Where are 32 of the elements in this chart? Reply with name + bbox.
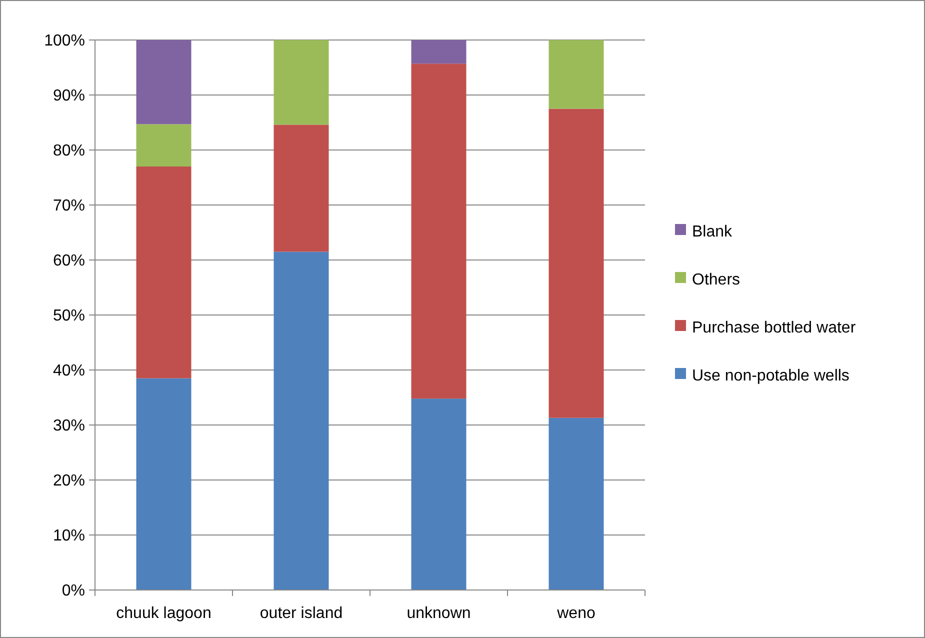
legend-label: Blank — [692, 224, 734, 241]
bar — [274, 252, 329, 590]
y-tick-label: 50% — [52, 308, 85, 325]
y-tick-label: 80% — [52, 142, 85, 160]
y-tick-label: 10% — [52, 528, 85, 545]
legend-label: Use non-potable wells — [692, 368, 850, 385]
bar — [548, 40, 604, 109]
bar — [274, 124, 329, 252]
legend-label: Others — [692, 272, 740, 289]
legend-label: Purchase bottled water — [692, 320, 856, 337]
y-tick-label: 90% — [52, 88, 85, 105]
bar — [274, 40, 329, 125]
x-tick-label: unknown — [406, 605, 471, 622]
y-tick-label: 60% — [52, 252, 85, 270]
x-tick-label: weno — [556, 605, 596, 622]
y-tick-label: 20% — [52, 472, 85, 490]
x-tick-label: outer island — [260, 605, 343, 622]
y-tick-label: 70% — [52, 198, 85, 215]
bar — [136, 378, 192, 590]
y-tick-label: 0% — [62, 582, 85, 600]
bar — [548, 418, 604, 590]
x-tick-label: chuuk lagoon — [116, 605, 212, 622]
bar — [136, 124, 192, 166]
bar — [136, 40, 192, 124]
bar — [411, 398, 466, 590]
bar — [411, 40, 466, 64]
y-tick-label: 100% — [44, 32, 85, 50]
y-tick-label: 30% — [52, 418, 85, 435]
bar — [548, 108, 604, 418]
y-tick-label: 40% — [52, 362, 85, 380]
bar — [411, 64, 466, 399]
bar — [136, 166, 192, 378]
